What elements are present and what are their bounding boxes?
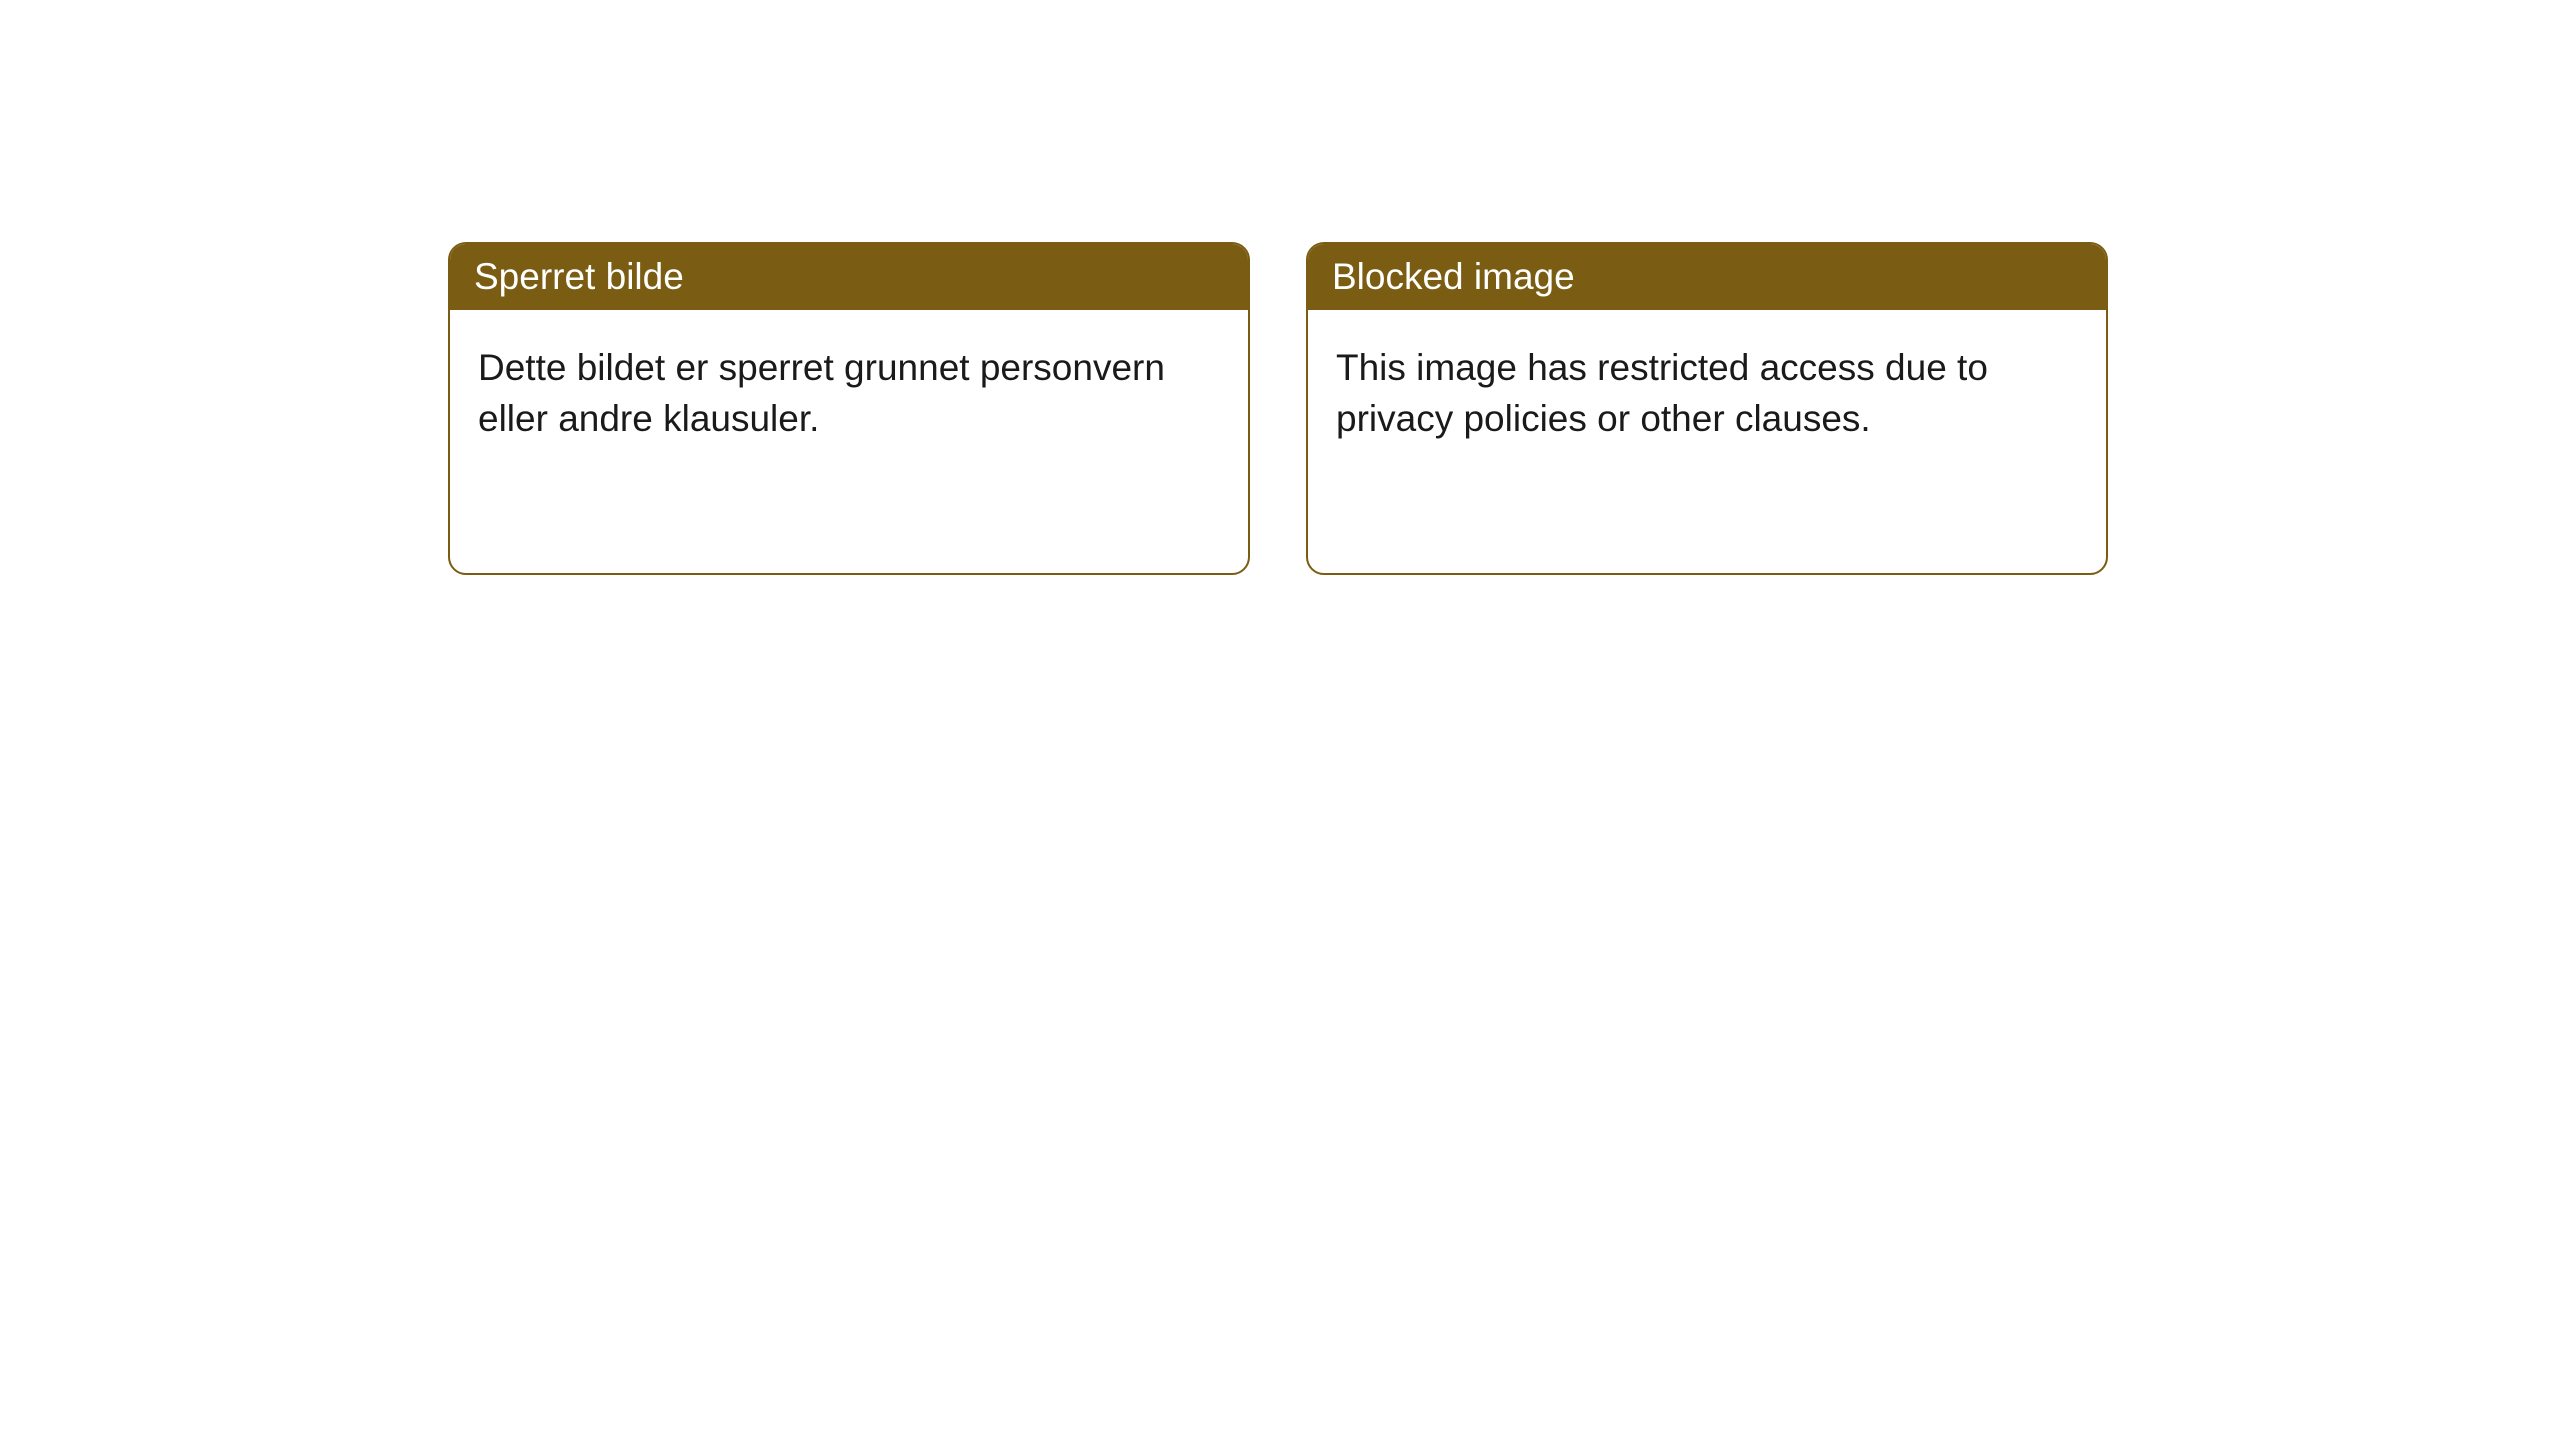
notice-card-title: Blocked image (1308, 244, 2106, 310)
notice-card-title: Sperret bilde (450, 244, 1248, 310)
notice-card-body: This image has restricted access due to … (1308, 310, 2106, 476)
notice-card-norwegian: Sperret bilde Dette bildet er sperret gr… (448, 242, 1250, 575)
notice-container: Sperret bilde Dette bildet er sperret gr… (0, 0, 2560, 575)
notice-card-body: Dette bildet er sperret grunnet personve… (450, 310, 1248, 476)
notice-card-english: Blocked image This image has restricted … (1306, 242, 2108, 575)
